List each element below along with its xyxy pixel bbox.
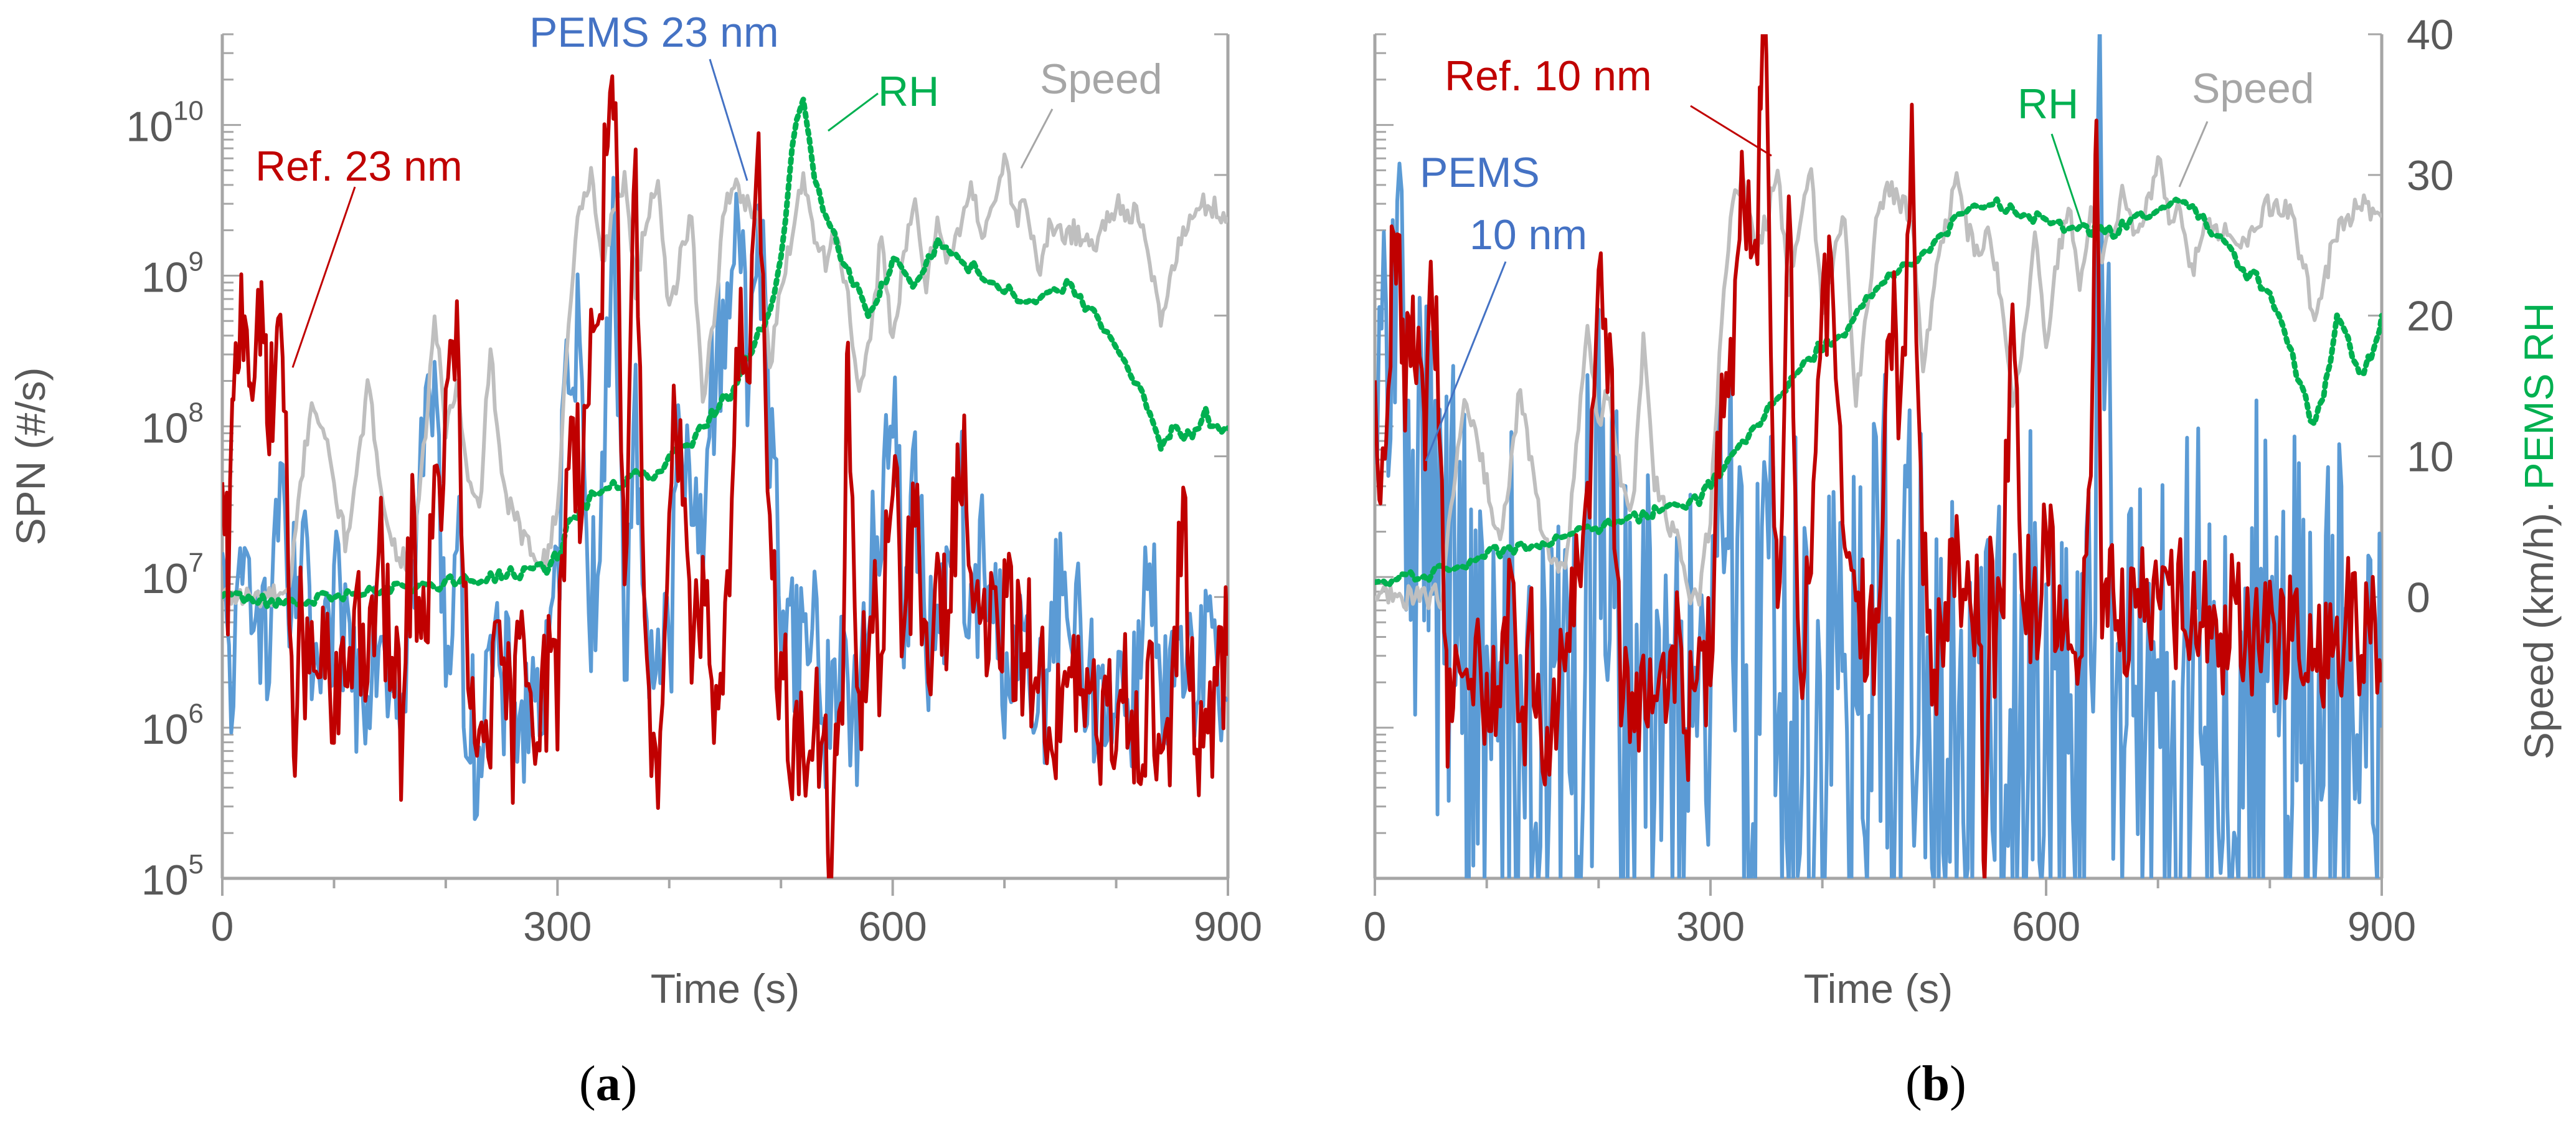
series-speed bbox=[1375, 155, 2382, 612]
series-rh bbox=[1375, 196, 2382, 589]
annotation-label: Speed bbox=[2192, 65, 2314, 112]
panel-a: 0 300 600 900 Time (s) 105 106 107 108 109 1010 SPN… bbox=[7, 9, 1262, 1012]
annotation-label: Ref. 23 nm bbox=[255, 143, 463, 190]
y2-tick-label: 0 bbox=[2407, 574, 2430, 621]
y2-tick-label: 20 bbox=[2407, 293, 2454, 340]
x-tick-label: 600 bbox=[2012, 903, 2080, 949]
x-tick-label: 300 bbox=[1676, 903, 1745, 949]
x-tick-label: 900 bbox=[1194, 903, 1262, 949]
y2-tick-label: 30 bbox=[2407, 152, 2454, 199]
caption-a: (a) bbox=[579, 1057, 638, 1111]
annotation-leader bbox=[2178, 121, 2209, 188]
annotation-label: RH bbox=[878, 68, 939, 115]
annotation-leader bbox=[1425, 261, 1507, 462]
y-axis-label: SPN (#/s) bbox=[7, 367, 54, 545]
series-speed bbox=[222, 152, 1228, 609]
annotation-leader bbox=[828, 92, 879, 132]
annotation-label: 10 nm bbox=[1470, 211, 1587, 259]
y-tick-label: 1010 bbox=[126, 96, 204, 151]
annotation-label: Ref. 10 nm bbox=[1445, 52, 1652, 100]
x-axis-label: Time (s) bbox=[651, 966, 800, 1012]
annotation-leader bbox=[1020, 108, 1054, 169]
x-tick-label: 0 bbox=[1364, 903, 1387, 949]
x-tick-label: 900 bbox=[2347, 903, 2416, 949]
annotation-leader bbox=[2050, 133, 2084, 228]
x-tick-label: 300 bbox=[523, 903, 592, 949]
series-group bbox=[222, 74, 1228, 878]
annotation-label: Speed bbox=[1040, 55, 1163, 103]
x-axis-label: Time (s) bbox=[1804, 966, 1953, 1012]
y2-axis-label: Speed (km/h). PEMS RH bbox=[2516, 303, 2562, 760]
series-ref-10-nm bbox=[1375, 34, 2382, 878]
caption-b: (b) bbox=[1905, 1057, 1966, 1111]
annotation-leader bbox=[709, 59, 748, 181]
series-group bbox=[1375, 34, 2382, 878]
y-tick-label: 106 bbox=[141, 698, 204, 753]
y-tick-label: 107 bbox=[141, 548, 204, 602]
annotation-label: PEMS bbox=[1420, 149, 1540, 196]
y-tick-label: 109 bbox=[141, 246, 204, 301]
y2-tick-label: 40 bbox=[2407, 11, 2454, 59]
y-tick-label: 108 bbox=[141, 397, 204, 452]
y2-tick-label: 10 bbox=[2407, 434, 2454, 481]
annotation-label: PEMS 23 nm bbox=[529, 9, 779, 56]
series-ref-23-nm bbox=[222, 74, 1228, 878]
annotation-label: RH bbox=[2017, 80, 2078, 128]
panel-b: 0 300 600 900 Time (s) 0 10 20 30 40 Speed (km/h).… bbox=[1364, 11, 2562, 1012]
annotation-leader bbox=[291, 186, 356, 368]
x-tick-label: 0 bbox=[211, 903, 234, 949]
annotation-leader bbox=[1690, 105, 1772, 157]
y-tick-label: 105 bbox=[141, 849, 204, 904]
x-tick-label: 600 bbox=[859, 903, 927, 949]
